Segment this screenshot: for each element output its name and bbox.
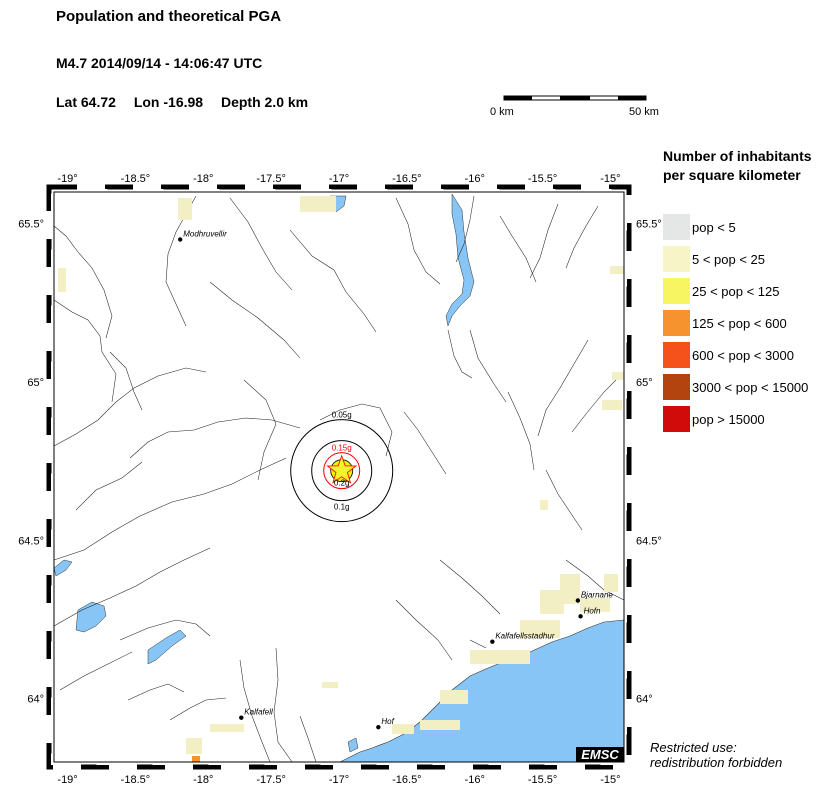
- axis-ticks: -19° -19° -18.5° -18.5° -18° -18° -17.5° -17.5°…: [18, 173, 662, 786]
- lat-tick-right: 64°: [636, 694, 653, 706]
- city-label: Kalfafellsstadhur: [495, 632, 554, 641]
- lon-tick-bottom: -16°: [465, 774, 485, 786]
- city-marker: [578, 614, 583, 619]
- lon-tick-bottom: -19°: [57, 774, 77, 786]
- city-label: Kalfafell: [244, 708, 273, 717]
- lon-tick-top: -16°: [465, 173, 485, 185]
- lon-tick-bottom: -17°: [329, 774, 349, 786]
- scale-end-label: 50 km: [629, 106, 659, 118]
- lon-tick-bottom: -15°: [600, 774, 620, 786]
- city-label: Modhruvellir: [183, 230, 227, 239]
- epicenter-star-icon: [326, 454, 358, 484]
- legend-swatch: [663, 214, 690, 240]
- city-marker: [178, 237, 183, 242]
- legend-title: Number of inhabitants per square kilomet…: [663, 147, 812, 185]
- longitude-value: Lon -16.98: [133, 94, 204, 110]
- depth-value: Depth 2.0 km: [220, 94, 309, 110]
- lat-tick-right: 64.5°: [636, 535, 662, 547]
- lon-tick-top: -17.5°: [256, 173, 285, 185]
- legend-label: 125 < pop < 600: [692, 315, 787, 331]
- pga-circle-01g: [311, 440, 373, 502]
- pga-label-02g: 0.2g: [334, 479, 350, 488]
- lon-tick-bottom: -17.5°: [256, 774, 285, 786]
- lon-tick-bottom: -16.5°: [392, 774, 421, 786]
- pga-label-005g: 0.05g: [332, 411, 352, 420]
- legend-item: pop < 5: [663, 214, 736, 240]
- legend-swatch: [663, 278, 690, 304]
- lon-tick-top: -15.5°: [528, 173, 557, 185]
- legend-title-line1: Number of inhabitants: [663, 148, 812, 164]
- city-marker: [575, 598, 581, 603]
- emsc-badge-label: EMSC: [581, 747, 619, 762]
- legend-swatch: [663, 310, 690, 336]
- legend-swatch: [663, 406, 690, 432]
- lon-tick-top: -16.5°: [392, 173, 421, 185]
- legend-label: 3000 < pop < 15000: [692, 379, 809, 395]
- legend-swatch: [663, 246, 690, 272]
- lon-tick-bottom: -18°: [193, 774, 213, 786]
- legend-label: 600 < pop < 3000: [692, 347, 794, 363]
- city-label: Hofn: [584, 606, 601, 615]
- city-label: Hof: [381, 717, 394, 726]
- lat-tick-right: 65°: [636, 377, 653, 389]
- city-label: Bjarnane: [581, 591, 614, 600]
- event-location: Lat 64.72 Lon -16.98 Depth 2.0 km: [56, 94, 322, 110]
- lon-tick-top: -15°: [600, 173, 620, 185]
- legend-item: 3000 < pop < 15000: [663, 374, 808, 400]
- lon-tick-top: -19°: [57, 173, 77, 185]
- city-marker: [490, 639, 495, 644]
- legend-item: pop > 15000: [663, 406, 765, 432]
- lon-tick-top: -18°: [193, 173, 213, 185]
- population-cell-125-600: [192, 756, 200, 762]
- legend-label: pop < 5: [692, 219, 736, 235]
- pga-label-015g: 0.15g: [332, 444, 352, 453]
- legend-label: 5 < pop < 25: [692, 251, 766, 267]
- legend-item: 5 < pop < 25: [663, 246, 765, 272]
- map-title: Population and theoretical PGA: [56, 8, 282, 25]
- city-marker: [239, 715, 244, 720]
- legend-item: 125 < pop < 600: [663, 310, 787, 336]
- legend-title-line2: per square kilometer: [663, 167, 801, 183]
- legend-label: pop > 15000: [692, 411, 765, 427]
- cities: Modhruvellir Bjarnane Hofn Kalfafellsstadhu…: [178, 230, 613, 730]
- city-marker: [376, 724, 381, 730]
- pga-contours: 0.05g 0.15g 0.2g 0.1g: [290, 411, 394, 523]
- legend-label: 25 < pop < 125: [692, 283, 780, 299]
- legend-item: 600 < pop < 3000: [663, 342, 794, 368]
- map-frame: [53, 191, 625, 763]
- lat-tick-left: 64°: [27, 694, 44, 706]
- legend-swatch: [663, 374, 690, 400]
- emsc-badge: [576, 747, 624, 762]
- lon-tick-bottom: -15.5°: [528, 774, 557, 786]
- legend-item: 25 < pop < 125: [663, 278, 779, 304]
- usage-note: Restricted use: redistribution forbidden: [650, 740, 782, 770]
- lat-tick-right: 65.5°: [636, 219, 662, 231]
- pga-circle-015g: [323, 452, 361, 490]
- lon-tick-top: -18.5°: [121, 173, 150, 185]
- lon-tick-top: -17°: [329, 173, 349, 185]
- usage-note-line1: Restricted use:: [650, 740, 737, 755]
- usage-note-line2: redistribution forbidden: [650, 755, 783, 770]
- scale-start-label: 0 km: [490, 106, 514, 118]
- event-summary: M4.7 2014/09/14 - 14:06:47 UTC: [56, 55, 263, 71]
- lon-tick-bottom: -18.5°: [121, 774, 150, 786]
- legend-swatch: [663, 342, 690, 368]
- pga-circle-005g: [290, 419, 394, 523]
- lat-tick-left: 65.5°: [18, 219, 44, 231]
- river-lines: [53, 195, 625, 763]
- population-cells: [58, 196, 624, 754]
- map-border: [46, 184, 632, 770]
- lat-tick-left: 65°: [27, 377, 44, 389]
- pga-label-01g: 0.1g: [334, 503, 350, 512]
- latitude-value: Lat 64.72: [56, 94, 116, 110]
- lat-tick-left: 64.5°: [18, 535, 44, 547]
